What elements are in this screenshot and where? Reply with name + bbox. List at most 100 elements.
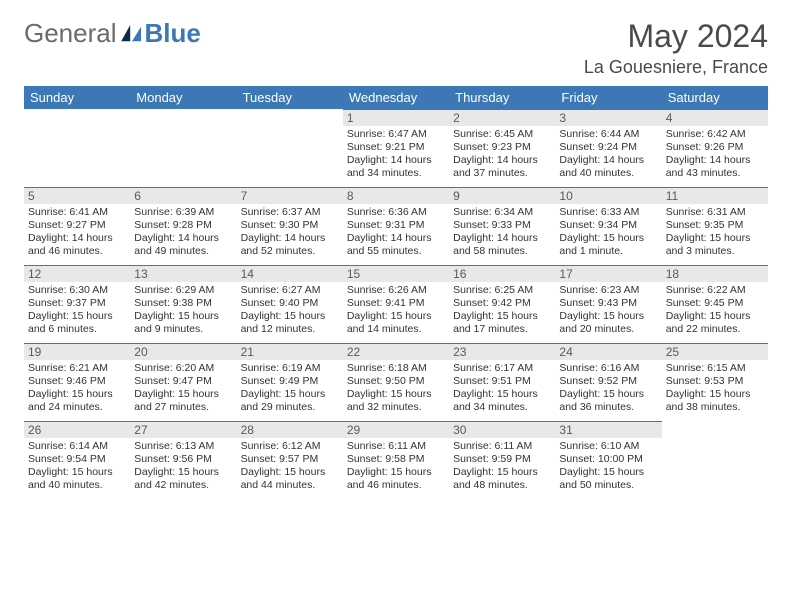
calendar-cell: 28Sunrise: 6:12 AMSunset: 9:57 PMDayligh… <box>237 421 343 499</box>
day-number: 4 <box>662 110 768 126</box>
calendar-cell: 27Sunrise: 6:13 AMSunset: 9:56 PMDayligh… <box>130 421 236 499</box>
day-details: Sunrise: 6:30 AMSunset: 9:37 PMDaylight:… <box>28 284 126 337</box>
day-cell: 21Sunrise: 6:19 AMSunset: 9:49 PMDayligh… <box>237 343 343 421</box>
day-cell: 25 Sunrise: 6:15 AMSunset: 9:53 PMDayligh… <box>662 343 768 421</box>
weekday-header: Tuesday <box>237 86 343 109</box>
day-number: 22 <box>343 344 449 360</box>
day-details: Sunrise: 6:14 AMSunset: 9:54 PMDaylight:… <box>28 440 126 493</box>
calendar-cell <box>24 109 130 187</box>
day-number: 23 <box>449 344 555 360</box>
calendar-cell: 18Sunrise: 6:22 AMSunset: 9:45 PMDayligh… <box>662 265 768 343</box>
day-cell: 3Sunrise: 6:44 AMSunset: 9:24 PMDaylight… <box>555 109 661 187</box>
day-details: Sunrise: 6:13 AMSunset: 9:56 PMDaylight:… <box>134 440 232 493</box>
day-number: 7 <box>237 188 343 204</box>
calendar-cell: 11Sunrise: 6:31 AMSunset: 9:35 PMDayligh… <box>662 187 768 265</box>
calendar-cell: 8Sunrise: 6:36 AMSunset: 9:31 PMDaylight… <box>343 187 449 265</box>
day-details: Sunrise: 6:37 AMSunset: 9:30 PMDaylight:… <box>241 206 339 259</box>
calendar-cell <box>130 109 236 187</box>
calendar-cell: 29Sunrise: 6:11 AMSunset: 9:58 PMDayligh… <box>343 421 449 499</box>
weekday-header: Sunday <box>24 86 130 109</box>
calendar-cell <box>662 421 768 499</box>
calendar-cell: 6Sunrise: 6:39 AMSunset: 9:28 PMDaylight… <box>130 187 236 265</box>
calendar-cell <box>237 109 343 187</box>
calendar-cell: 19Sunrise: 6:21 AMSunset: 9:46 PMDayligh… <box>24 343 130 421</box>
calendar-cell: 4 Sunrise: 6:42 AMSunset: 9:26 PMDaylight… <box>662 109 768 187</box>
empty-cell <box>24 109 130 187</box>
day-details: Sunrise: 6:42 AMSunset: 9:26 PMDaylight:… <box>666 128 764 181</box>
calendar-cell: 10 Sunrise: 6:33 AMSunset: 9:34 PMDayligh… <box>555 187 661 265</box>
calendar-cell: 17 Sunrise: 6:23 AMSunset: 9:43 PMDayligh… <box>555 265 661 343</box>
day-details: Sunrise: 6:41 AMSunset: 9:27 PMDaylight:… <box>28 206 126 259</box>
title-block: May 2024 La Gouesniere, France <box>584 18 768 78</box>
day-details: Sunrise: 6:34 AMSunset: 9:33 PMDaylight:… <box>453 206 551 259</box>
day-number: 29 <box>343 422 449 438</box>
calendar-header-row: SundayMondayTuesdayWednesdayThursdayFrid… <box>24 86 768 109</box>
day-cell: 22 Sunrise: 6:18 AMSunset: 9:50 PMDayligh… <box>343 343 449 421</box>
calendar-cell: 1 Sunrise: 6:47 AMSunset: 9:21 PMDaylight… <box>343 109 449 187</box>
day-cell: 11Sunrise: 6:31 AMSunset: 9:35 PMDayligh… <box>662 187 768 265</box>
day-cell: 20Sunrise: 6:20 AMSunset: 9:47 PMDayligh… <box>130 343 236 421</box>
day-number: 31 <box>555 422 661 438</box>
weekday-header: Monday <box>130 86 236 109</box>
day-cell: 9Sunrise: 6:34 AMSunset: 9:33 PMDaylight… <box>449 187 555 265</box>
day-cell: 15 Sunrise: 6:26 AMSunset: 9:41 PMDayligh… <box>343 265 449 343</box>
day-number: 10 <box>555 188 661 204</box>
day-number: 19 <box>24 344 130 360</box>
day-details: Sunrise: 6:33 AMSunset: 9:34 PMDaylight:… <box>559 206 657 259</box>
calendar-cell: 5 Sunrise: 6:41 AMSunset: 9:27 PMDaylight… <box>24 187 130 265</box>
calendar-cell: 26 Sunrise: 6:14 AMSunset: 9:54 PMDayligh… <box>24 421 130 499</box>
day-number: 14 <box>237 266 343 282</box>
day-number: 5 <box>24 188 130 204</box>
weekday-header: Friday <box>555 86 661 109</box>
day-number: 15 <box>343 266 449 282</box>
day-number: 18 <box>662 266 768 282</box>
day-number: 17 <box>555 266 661 282</box>
day-cell: 31Sunrise: 6:10 AMSunset: 10:00 PMDaylig… <box>555 421 661 499</box>
day-details: Sunrise: 6:26 AMSunset: 9:41 PMDaylight:… <box>347 284 445 337</box>
day-number: 28 <box>237 422 343 438</box>
day-details: Sunrise: 6:44 AMSunset: 9:24 PMDaylight:… <box>559 128 657 181</box>
calendar-cell: 31Sunrise: 6:10 AMSunset: 10:00 PMDaylig… <box>555 421 661 499</box>
calendar-cell: 3Sunrise: 6:44 AMSunset: 9:24 PMDaylight… <box>555 109 661 187</box>
calendar-cell: 7 Sunrise: 6:37 AMSunset: 9:30 PMDaylight… <box>237 187 343 265</box>
day-number: 1 <box>343 110 449 126</box>
day-number: 24 <box>555 344 661 360</box>
calendar-cell: 25 Sunrise: 6:15 AMSunset: 9:53 PMDayligh… <box>662 343 768 421</box>
day-details: Sunrise: 6:45 AMSunset: 9:23 PMDaylight:… <box>453 128 551 181</box>
day-cell: 30Sunrise: 6:11 AMSunset: 9:59 PMDayligh… <box>449 421 555 499</box>
calendar-cell: 13 Sunrise: 6:29 AMSunset: 9:38 PMDayligh… <box>130 265 236 343</box>
day-cell: 8Sunrise: 6:36 AMSunset: 9:31 PMDaylight… <box>343 187 449 265</box>
day-number: 16 <box>449 266 555 282</box>
day-details: Sunrise: 6:19 AMSunset: 9:49 PMDaylight:… <box>241 362 339 415</box>
day-number: 26 <box>24 422 130 438</box>
day-details: Sunrise: 6:23 AMSunset: 9:43 PMDaylight:… <box>559 284 657 337</box>
day-cell: 2Sunrise: 6:45 AMSunset: 9:23 PMDaylight… <box>449 109 555 187</box>
day-details: Sunrise: 6:47 AMSunset: 9:21 PMDaylight:… <box>347 128 445 181</box>
calendar-cell: 12Sunrise: 6:30 AMSunset: 9:37 PMDayligh… <box>24 265 130 343</box>
calendar-cell: 30Sunrise: 6:11 AMSunset: 9:59 PMDayligh… <box>449 421 555 499</box>
calendar-cell: 9Sunrise: 6:34 AMSunset: 9:33 PMDaylight… <box>449 187 555 265</box>
day-details: Sunrise: 6:29 AMSunset: 9:38 PMDaylight:… <box>134 284 232 337</box>
calendar-cell: 24Sunrise: 6:16 AMSunset: 9:52 PMDayligh… <box>555 343 661 421</box>
day-cell: 14Sunrise: 6:27 AMSunset: 9:40 PMDayligh… <box>237 265 343 343</box>
day-details: Sunrise: 6:25 AMSunset: 9:42 PMDaylight:… <box>453 284 551 337</box>
empty-cell <box>662 421 768 499</box>
day-details: Sunrise: 6:31 AMSunset: 9:35 PMDaylight:… <box>666 206 764 259</box>
day-cell: 13 Sunrise: 6:29 AMSunset: 9:38 PMDayligh… <box>130 265 236 343</box>
calendar-table: SundayMondayTuesdayWednesdayThursdayFrid… <box>24 86 768 499</box>
day-details: Sunrise: 6:15 AMSunset: 9:53 PMDaylight:… <box>666 362 764 415</box>
calendar-cell: 20Sunrise: 6:20 AMSunset: 9:47 PMDayligh… <box>130 343 236 421</box>
day-number: 13 <box>130 266 236 282</box>
day-number: 20 <box>130 344 236 360</box>
brand-part-2: Blue <box>145 18 201 49</box>
day-cell: 10 Sunrise: 6:33 AMSunset: 9:34 PMDayligh… <box>555 187 661 265</box>
brand-part-1: General <box>24 18 117 49</box>
day-details: Sunrise: 6:39 AMSunset: 9:28 PMDaylight:… <box>134 206 232 259</box>
day-details: Sunrise: 6:18 AMSunset: 9:50 PMDaylight:… <box>347 362 445 415</box>
day-details: Sunrise: 6:36 AMSunset: 9:31 PMDaylight:… <box>347 206 445 259</box>
day-number: 25 <box>662 344 768 360</box>
day-cell: 19Sunrise: 6:21 AMSunset: 9:46 PMDayligh… <box>24 343 130 421</box>
calendar-cell: 16 Sunrise: 6:25 AMSunset: 9:42 PMDayligh… <box>449 265 555 343</box>
calendar-cell: 14Sunrise: 6:27 AMSunset: 9:40 PMDayligh… <box>237 265 343 343</box>
day-details: Sunrise: 6:17 AMSunset: 9:51 PMDaylight:… <box>453 362 551 415</box>
